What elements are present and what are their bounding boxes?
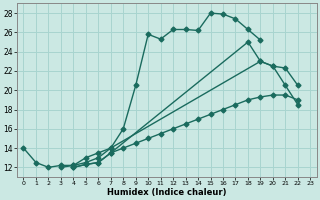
X-axis label: Humidex (Indice chaleur): Humidex (Indice chaleur) xyxy=(107,188,227,197)
